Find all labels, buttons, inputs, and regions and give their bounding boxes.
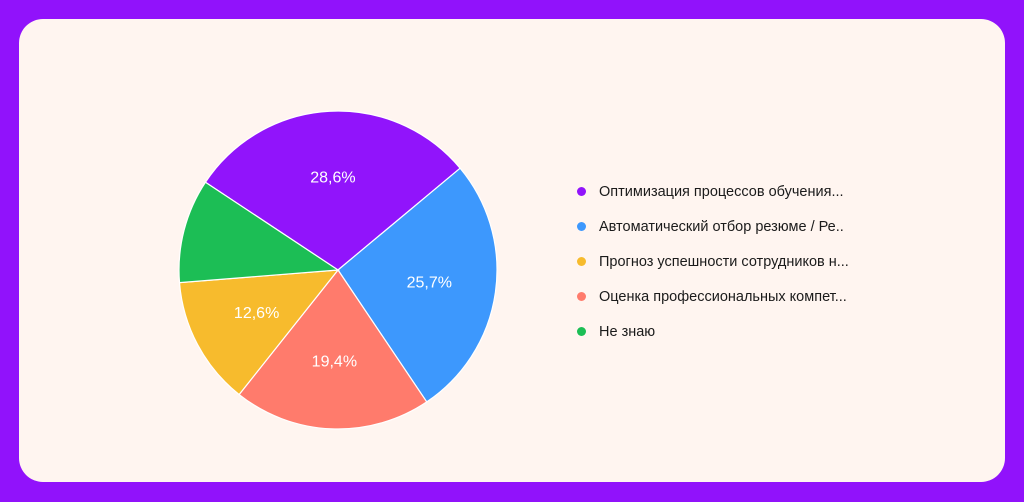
slice-value-label-4: 12,6% xyxy=(234,305,279,322)
legend-label: Прогноз успешности сотрудников н... xyxy=(599,253,849,270)
legend-item-3[interactable]: Прогноз успешности сотрудников н... xyxy=(577,244,849,279)
legend-item-5[interactable]: Не знаю xyxy=(577,314,849,349)
legend-label: Оценка профессиональных компет... xyxy=(599,288,847,305)
slice-value-label-2: 25,7% xyxy=(407,275,452,292)
pie-chart: 28,6% 25,7% 19,4% 12,6% xyxy=(159,92,519,452)
legend-dot xyxy=(577,257,586,266)
legend-dot xyxy=(577,292,586,301)
legend-item-2[interactable]: Автоматический отбор резюме / Ре.. xyxy=(577,209,849,244)
legend-label: Не знаю xyxy=(599,323,656,340)
pie-slice-4[interactable] xyxy=(178,269,340,396)
pie-slice-1[interactable] xyxy=(204,110,461,271)
legend: Оптимизация процессов обучения... Автомат… xyxy=(577,174,849,349)
slice-value-label-1: 28,6% xyxy=(310,169,355,186)
legend-dot xyxy=(577,222,586,231)
pie-svg: 28,6% 25,7% 19,4% 12,6% xyxy=(178,110,498,430)
slice-value-label-3: 19,4% xyxy=(312,354,357,371)
chart-card: 28,6% 25,7% 19,4% 12,6% Оптимизация процесс… xyxy=(19,19,1005,482)
legend-label: Оптимизация процессов обучения... xyxy=(599,183,844,200)
legend-dot xyxy=(577,327,586,336)
pie-slice-2[interactable] xyxy=(337,167,498,403)
pie-slice-3[interactable] xyxy=(238,268,428,430)
pie-slice-5[interactable] xyxy=(178,181,340,284)
legend-item-4[interactable]: Оценка профессиональных компет... xyxy=(577,279,849,314)
legend-item-1[interactable]: Оптимизация процессов обучения... xyxy=(577,174,849,209)
legend-dot xyxy=(577,187,586,196)
legend-label: Автоматический отбор резюме / Ре.. xyxy=(599,218,844,235)
